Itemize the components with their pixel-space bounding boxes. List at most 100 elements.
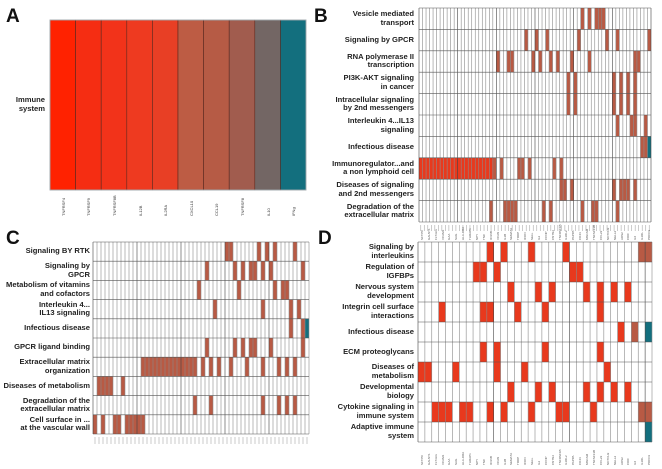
heatmap-cell-filled [521,362,529,382]
column-label-tick [431,225,432,231]
heatmap-cell-filled [559,157,564,180]
column-label-tick [483,225,485,231]
heatmap-cell [177,19,204,191]
column-label: SELL [530,457,535,465]
heatmap-cell-filled [486,402,494,422]
column-label: GAA [447,233,452,240]
heatmap-cell-filled [109,376,113,396]
column-label-tick [497,225,499,231]
column-label-tick [578,225,580,231]
heatmap-cell-filled [101,376,105,396]
heatmap-cell-filled [570,50,574,73]
column-label-tick [162,437,164,444]
heatmap-cell-filled [587,50,592,73]
row-label: ECM proteoglycans [343,346,414,356]
column-label: CD44 [578,457,583,465]
column-label-tick [631,225,632,231]
heatmap-cell-filled [510,50,514,73]
column-label-tick [603,225,604,231]
column-label: IL12B [137,205,143,216]
column-label: IL2 [536,235,541,240]
column-label-tick [606,225,608,231]
heatmap-cell-filled [479,342,487,362]
column-label-tick [638,225,639,231]
heatmap-cell-filled [591,200,595,222]
heatmap-cell-filled [499,157,504,180]
heatmap-cell-filled [489,200,493,222]
heatmap-cell-filled [261,395,265,415]
row-label: Interleukin 4...IL13 signaling [347,116,414,134]
column-label: TNFSF13B [592,449,596,465]
column-label-tick [466,225,467,231]
heatmap-cell-filled [629,115,634,137]
heatmap-cell-filled [622,179,627,201]
heatmap-cell-filled [493,262,501,282]
column-label-tick [206,437,208,444]
heatmap-cell-filled [450,157,455,180]
heatmap-cell-filled [562,402,570,422]
panel-letter-d: D [318,228,332,249]
column-label-tick [648,225,650,231]
heatmap-cell-filled [633,50,637,73]
column-label-tick [114,437,116,444]
column-label: TNC [481,233,486,240]
row-label: PI3K-AKT signaling in cancer [343,73,414,91]
row-label: Signaling by GPCR [344,34,414,44]
heatmap-cell-filled [541,302,549,322]
column-label-tick [589,225,590,231]
heatmap-cell-filled [157,357,161,377]
column-label-tick [575,225,576,231]
column-label-tick [480,225,481,231]
heatmap-cell-filled [452,362,460,382]
column-label-tick [174,437,176,444]
column-label: NOTCH3 [605,452,610,465]
column-label-tick [226,437,228,444]
heatmap-cell-filled [466,402,474,422]
column-label-tick [290,437,292,444]
heatmap-cell-teal [647,136,651,158]
column-label-tick [434,225,436,231]
column-label: FLT3LG [433,229,438,240]
heatmap-cell-filled [596,382,604,402]
column-label: IFNg [291,207,297,216]
column-label: NPY [475,233,479,240]
column-label-tick [130,437,132,444]
heatmap-cell-filled [573,72,578,94]
row-label: Infectious disease [348,141,414,151]
heatmap-cell-filled [281,280,285,300]
column-label: ICON [523,457,528,466]
heatmap-cell-filled [576,262,584,282]
column-label-tick [441,225,443,231]
row-label: Intracellular signaling by 2nd messenger… [335,94,415,113]
panel-letter-b: B [314,6,328,27]
heatmap-cell-filled [145,357,149,377]
heatmap-cell-filled [493,342,501,362]
heatmap-cell-filled [638,402,646,422]
column-label-tick [452,225,453,231]
column-label: CCNP [543,456,548,465]
heatmap-cell-filled [619,93,623,115]
heatmap-cell-filled [193,357,197,377]
heatmap-cell-filled [261,299,265,319]
heatmap-cell-filled [626,72,630,94]
heatmap-cell-filled [125,414,129,434]
heatmap-cell-filled [181,357,185,377]
heatmap-cell-filled [185,357,189,377]
heatmap-cell-filled [293,242,297,262]
heatmap-cell-filled [229,357,233,377]
row-label: Integrin cell surface interactions [342,302,414,320]
column-label-tick [242,437,244,444]
heatmap-cell-filled [285,280,289,300]
column-label: IL1B [502,458,507,465]
column-label-tick [262,437,264,444]
heatmap-cell-filled [213,299,217,319]
column-label-tick [302,437,304,444]
column-label-tick [126,437,128,444]
row-label: Nervous system development [355,282,414,300]
heatmap-cell-filled [610,282,618,302]
column-label: GALNT1 [426,453,431,465]
heatmap-cell-filled [269,338,273,358]
row-label: Interleukin 4... IL13 signaling [38,299,90,318]
column-label-tick [274,437,276,444]
column-label: IL1RL2 [564,230,569,240]
